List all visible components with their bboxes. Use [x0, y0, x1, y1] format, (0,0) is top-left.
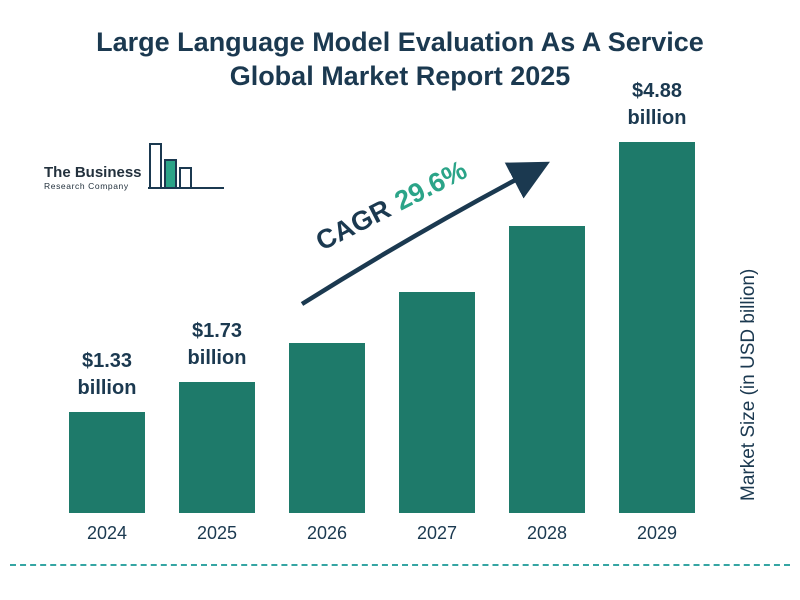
bottom-dashed-divider — [10, 564, 790, 566]
bar — [69, 412, 145, 513]
bar — [619, 142, 695, 513]
x-axis-tick-label: 2025 — [196, 523, 238, 543]
logo-text: The Business Research Company — [44, 164, 142, 205]
title-line-1: Large Language Model Evaluation As A Ser… — [96, 27, 704, 57]
bar-value-label: $1.73 billion — [187, 320, 247, 369]
x-axis-tick-label: 2026 — [306, 523, 348, 543]
bar-column: 2027 — [382, 292, 492, 545]
bar-column: $1.33 billion 2024 — [52, 348, 162, 545]
bar-value-label: $4.88 billion — [627, 80, 687, 129]
bar — [289, 343, 365, 513]
bar-column: 2028 — [492, 226, 602, 545]
bar-column: $4.88 billion 2029 — [602, 78, 712, 545]
y-axis-label: Market Size (in USD billion) — [738, 268, 759, 502]
x-axis-tick-label: 2027 — [416, 523, 458, 543]
logo-subname: Research Company — [44, 181, 129, 191]
bars: $1.33 billion 2024 $1.73 billion 2025 2026 2027… — [52, 75, 712, 545]
x-axis-tick-label: 2024 — [86, 523, 128, 543]
company-logo: The Business Research Company — [44, 142, 226, 205]
bar-column: $1.73 billion 2025 — [162, 318, 272, 545]
bar-value-label: $1.33 billion — [77, 350, 137, 399]
bar — [509, 226, 585, 513]
bar — [399, 292, 475, 513]
x-axis-tick-label: 2028 — [526, 523, 568, 543]
page-title: Large Language Model Evaluation As A Ser… — [0, 26, 800, 94]
bar-column: 2026 — [272, 343, 382, 545]
logo-name: The Business — [44, 164, 142, 181]
title-line-2: Global Market Report 2025 — [229, 60, 571, 91]
bar — [179, 382, 255, 513]
x-axis-tick-label: 2029 — [636, 523, 678, 543]
bar-chart-logo-icon — [147, 142, 226, 205]
